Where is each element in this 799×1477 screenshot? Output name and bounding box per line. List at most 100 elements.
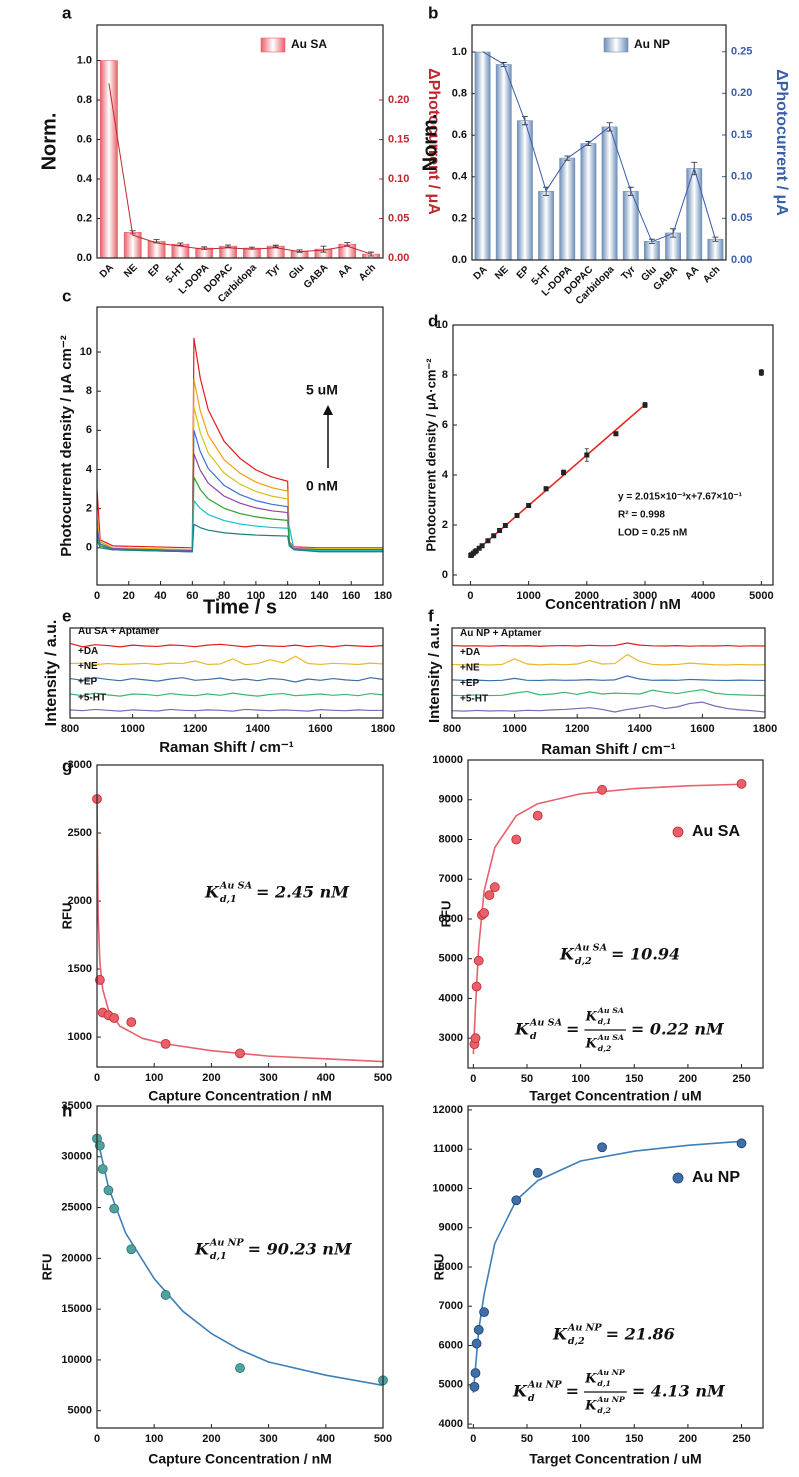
x-tick-label: 40 [154, 590, 166, 602]
y-axis-label: Norm. [38, 113, 60, 171]
y-tick-label: 6 [442, 419, 448, 431]
y-tick-label: 0 [86, 542, 92, 554]
y-tick-label: 2 [86, 503, 92, 515]
x-tick-label: 150 [625, 1073, 643, 1085]
category-label: Tyr [619, 264, 637, 282]
data-line [70, 655, 383, 666]
trace-label: +DA [460, 647, 480, 658]
bar [601, 126, 618, 261]
x-tick-label: 1400 [628, 723, 652, 735]
x-tick-label: 400 [317, 1433, 335, 1445]
x-tick-label: 200 [202, 1072, 220, 1084]
y-tick-label: 3000 [439, 1032, 463, 1044]
x-tick-label: 80 [218, 590, 230, 602]
y-axis-label: RFU [59, 903, 74, 930]
x-tick-label: 100 [571, 1073, 589, 1085]
y-tick-label: 4000 [439, 1418, 463, 1430]
y-axis-label: Norm. [419, 114, 441, 172]
x-tick-label: 2000 [575, 590, 599, 602]
point [94, 1140, 105, 1151]
denominator-sub: d,2 [597, 1406, 611, 1415]
y2-line [482, 51, 716, 243]
y-tick-label: 1.0 [452, 46, 467, 58]
x-tick-label: 250 [732, 1433, 750, 1445]
point [511, 834, 522, 845]
data-line [97, 337, 383, 549]
x-tick-label: 500 [374, 1072, 392, 1084]
category-label: Tyr [264, 262, 282, 280]
point [736, 778, 747, 789]
y-tick-label: 6000 [439, 913, 463, 925]
x-tick-label: 1000 [516, 590, 540, 602]
trace-label: +NE [460, 662, 480, 673]
x-tick-label: 200 [679, 1073, 697, 1085]
y-tick-label: 0.2 [77, 212, 92, 224]
plot-frame [451, 627, 766, 719]
y-tick-label: 10000 [61, 1354, 92, 1366]
y-tick-label: 1.0 [77, 54, 92, 66]
point [502, 523, 508, 528]
x-tick-label: 300 [259, 1072, 277, 1084]
y-tick-label: 0.6 [452, 129, 467, 141]
plot-frame [96, 1105, 384, 1429]
y2-tick-label: 0.20 [388, 94, 409, 106]
category-label: NE [493, 264, 511, 282]
panel-label: e [62, 606, 71, 625]
x-tick-label: 1000 [502, 723, 526, 735]
category-label: Ach [357, 262, 378, 283]
x-axis-label: Capture Concentration / nM [148, 1451, 332, 1467]
panel-label: a [62, 3, 72, 22]
point [126, 1017, 137, 1028]
bar [580, 143, 597, 261]
point [484, 890, 495, 901]
y-axis-label: RFU [438, 901, 453, 928]
x-tick-label: 0 [94, 1072, 100, 1084]
x-tick-label: 0 [470, 1073, 476, 1085]
formula-sup: Au NP [209, 1237, 245, 1248]
point [543, 486, 549, 492]
point [471, 1338, 482, 1349]
y-tick-label: 25000 [61, 1201, 92, 1213]
y2-axis-label: ΔPhotocurrent / μA [425, 68, 442, 215]
annotation: LOD = 0.25 nM [618, 528, 687, 539]
y-axis-label: Photocurrent density / μA·cm⁻² [423, 358, 438, 552]
x-tick-label: 0 [470, 1433, 476, 1445]
y-tick-label: 9000 [439, 1222, 463, 1234]
plot-frame [96, 764, 384, 1068]
denominator-symbol: K [584, 1037, 597, 1052]
y-tick-label: 0.6 [77, 133, 92, 145]
legend-marker [672, 826, 684, 838]
trace-label: +EP [78, 677, 98, 688]
y-axis-label: Photocurrent density / μA cm⁻² [58, 335, 75, 557]
bar [559, 157, 576, 261]
panel-label: d [428, 311, 438, 330]
category-label: EP [146, 262, 163, 279]
x-tick-label: 1800 [753, 723, 777, 735]
formula-text: = 90.23 nM [248, 1240, 353, 1259]
y-tick-label: 10000 [432, 1182, 463, 1194]
y-axis-label: RFU [431, 1254, 446, 1281]
point [103, 1185, 114, 1196]
panel-label: f [428, 606, 434, 625]
data-line [452, 642, 765, 647]
x-tick-label: 100 [145, 1072, 163, 1084]
fit-line [472, 783, 742, 1055]
y-tick-label: 10 [80, 346, 92, 358]
point [470, 1368, 481, 1378]
y-tick-label: 9000 [439, 794, 463, 806]
error-bar [272, 244, 279, 248]
point [489, 882, 500, 893]
y-tick-label: 3000 [68, 759, 92, 771]
formula-text: = [566, 1382, 579, 1401]
y-tick-label: 0.0 [452, 254, 467, 266]
x-tick-label: 1400 [246, 723, 270, 735]
bar [123, 232, 142, 259]
x-tick-label: 100 [571, 1433, 589, 1445]
y-tick-label: 7000 [439, 1300, 463, 1312]
point [597, 784, 607, 795]
x-tick-label: 0 [94, 1433, 100, 1445]
point [532, 1167, 543, 1178]
y-tick-label: 8000 [439, 1261, 463, 1273]
numerator-sup: Au NP [596, 1368, 626, 1377]
x-tick-label: 1000 [120, 723, 144, 735]
